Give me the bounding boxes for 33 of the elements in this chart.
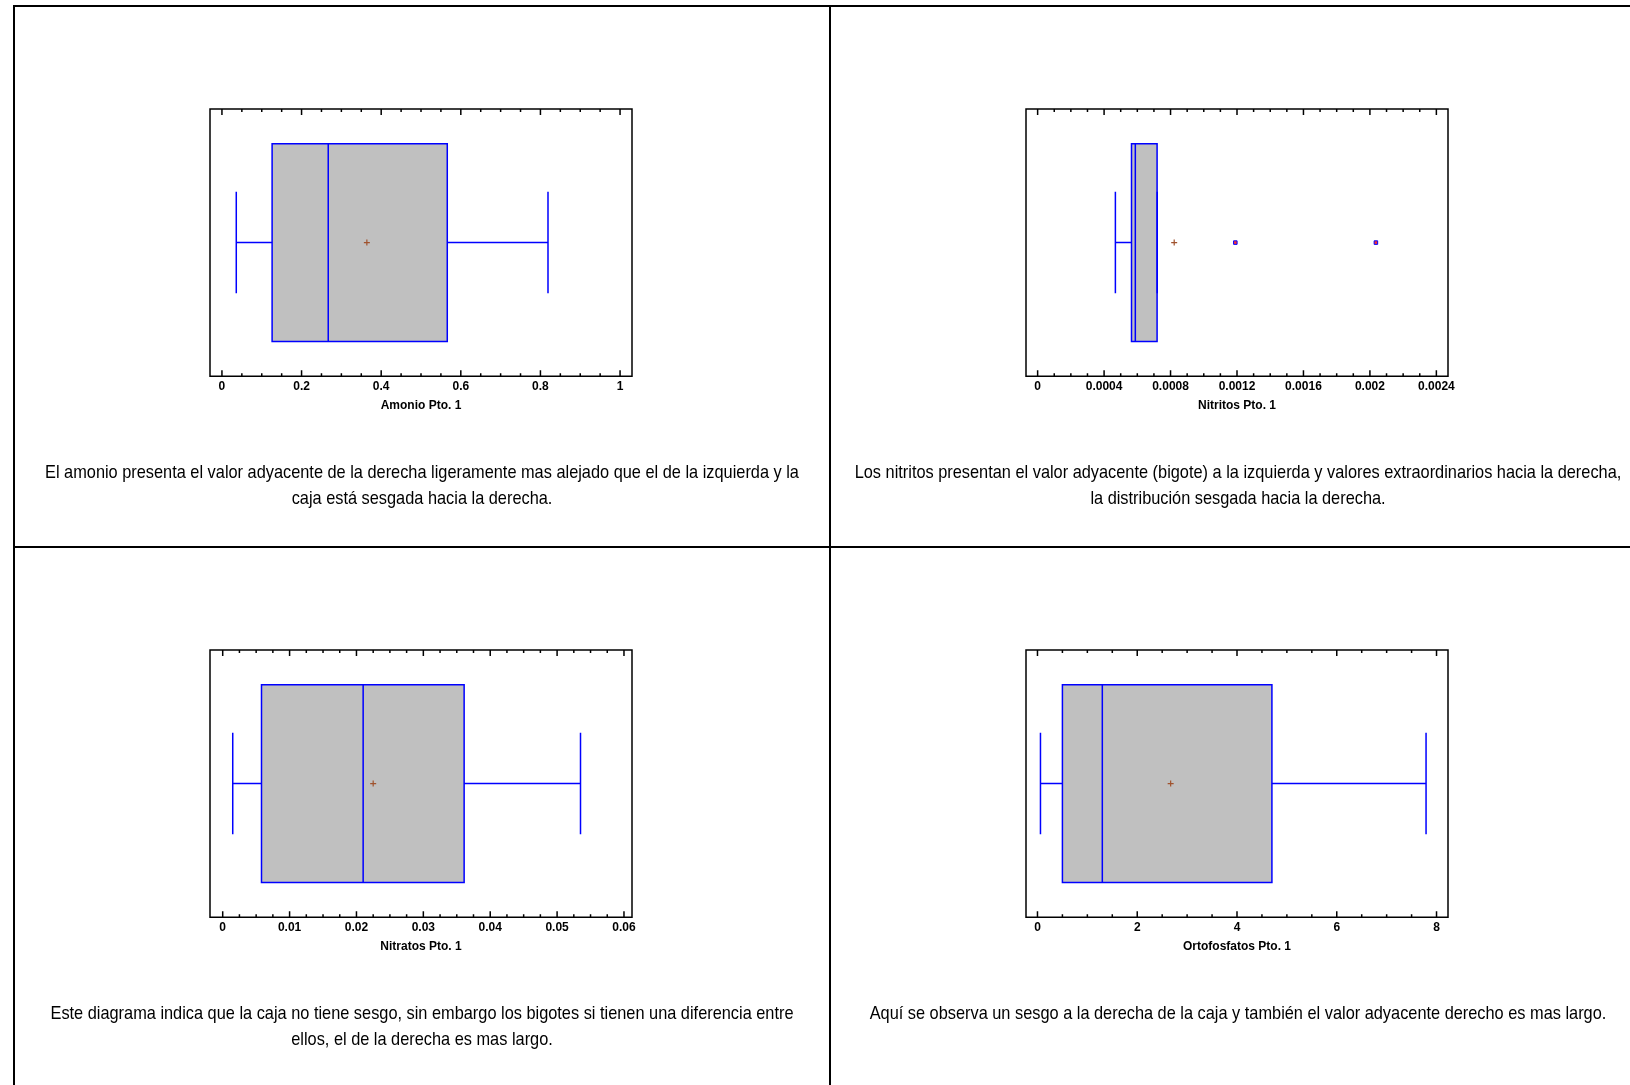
x-axis-title: Nitratos Pto. 1 [380, 939, 462, 954]
x-axis-title: Nitritos Pto. 1 [1197, 398, 1277, 413]
x-tick-label: 0.05 [545, 919, 570, 934]
x-tick-label: 0.4 [372, 378, 390, 393]
text: El amonio presenta el valor adyacente de la derecha ligeramente mas alejado que el de la izquierda y la caja está sesgada hacia la derecha. [44, 460, 800, 510]
x-tick-label: 0 [1034, 919, 1042, 934]
text: Aquí se observa un sesgo a la derecha de la caja y también el valor adyacente derecho es mas largo. [868, 1001, 1608, 1025]
x-tick-label: 0.0012 [1218, 378, 1256, 393]
x-tick-label: 0.02 [344, 919, 369, 934]
x-tick-label: 0.0024 [1418, 378, 1456, 393]
x-tick-label: 0.6 [452, 378, 470, 393]
x-tick-label: 0.0016 [1285, 378, 1323, 393]
x-tick-label: 4 [1233, 919, 1241, 934]
x-tick-label: 0 [218, 378, 226, 393]
x-tick-label: 8 [1433, 919, 1441, 934]
x-tick-label: 0.2 [293, 378, 311, 393]
x-tick-label: 0.06 [612, 919, 636, 934]
x-tick-label: 0.0004 [1085, 378, 1123, 393]
x-tick-label: 0.0008 [1152, 378, 1190, 393]
x-tick-label: 2 [1133, 919, 1141, 934]
x-tick-label: 6 [1333, 919, 1341, 934]
text: Este diagrama indica que la caja no tiene sesgo, sin embargo los bigotes si tienen una diferencia entre ellos, el de la derecha es mas largo. [49, 1001, 795, 1051]
x-tick-label: 1 [616, 378, 624, 393]
x-tick-label: 0.03 [411, 919, 436, 934]
x-tick-label: 0.04 [478, 919, 503, 934]
x-axis-title: Ortofosfatos Pto. 1 [1182, 939, 1292, 954]
x-tick-label: 0 [1034, 378, 1042, 393]
text: Los nitritos presentan el valor adyacente (bigote) a la izquierda y valores extraordinarios hacia la derecha, la distribución sesgada hacia la derecha. [853, 460, 1623, 510]
x-tick-label: 0.01 [277, 919, 302, 934]
x-tick-label: 0.002 [1354, 378, 1386, 393]
x-axis-title: Amonio Pto. 1 [380, 398, 462, 413]
x-tick-label: 0.8 [532, 378, 550, 393]
x-tick-label: 0 [219, 919, 227, 934]
